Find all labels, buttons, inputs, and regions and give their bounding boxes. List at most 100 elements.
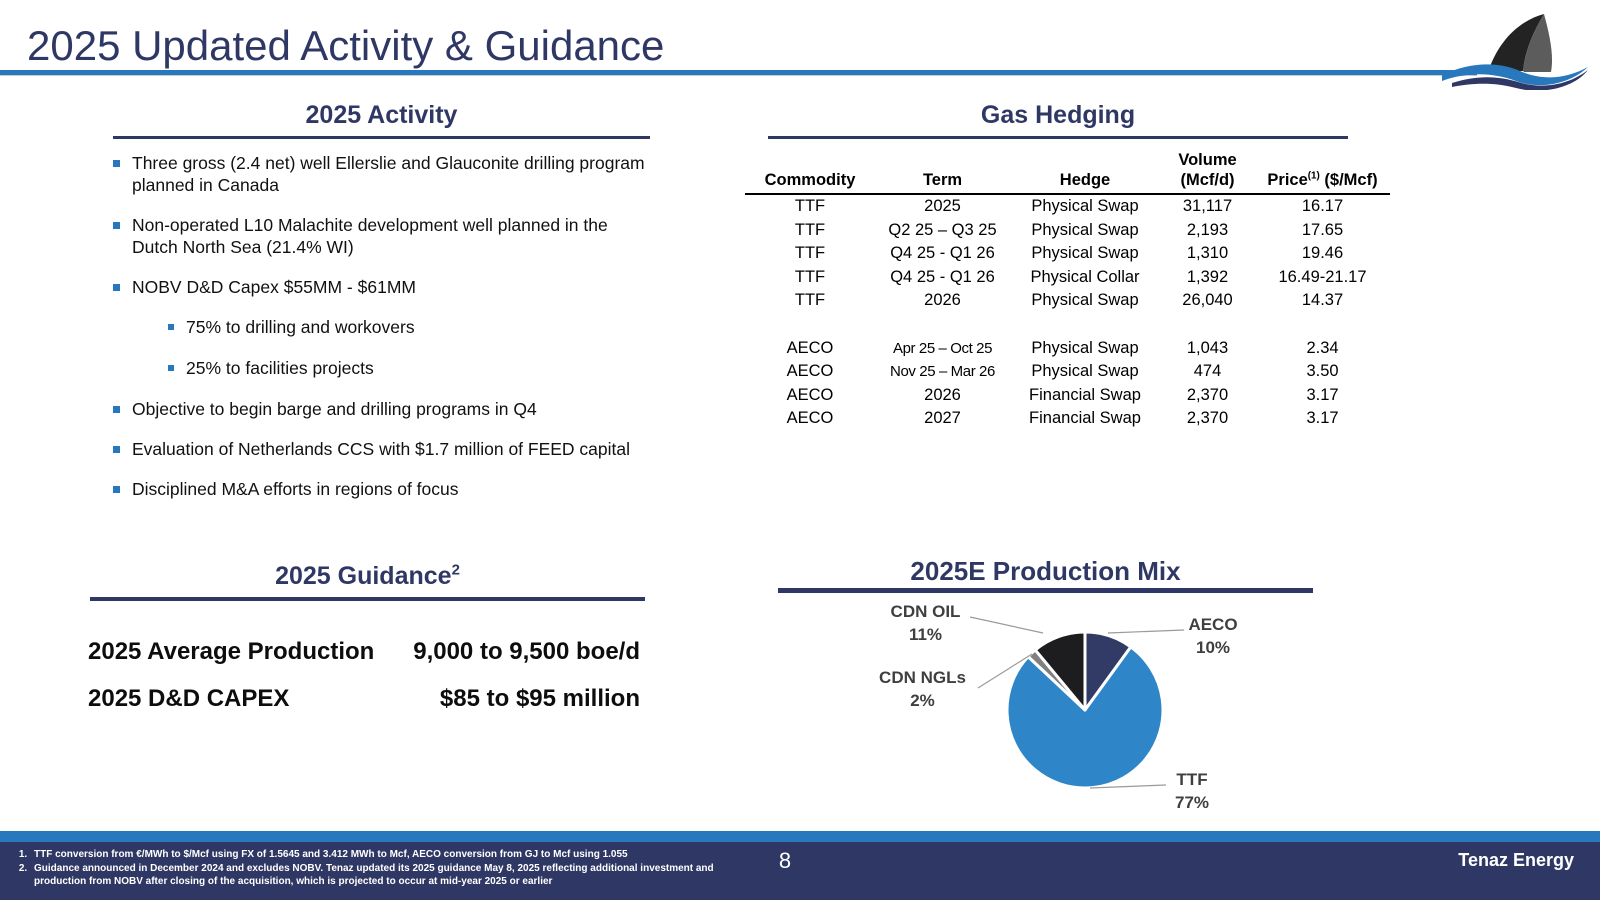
- guidance-rows: 2025 Average Production 9,000 to 9,500 b…: [88, 638, 640, 732]
- leader-line-aeco: [1107, 629, 1185, 634]
- cell-term: 2026: [924, 291, 961, 309]
- footnote-item: Guidance announced in December 2024 and …: [30, 862, 740, 888]
- price-header-unit: ($/Mcf): [1319, 171, 1378, 189]
- pie-label-cdn-oil: CDN OIL 11%: [863, 600, 988, 646]
- cell-hedge: Financial Swap: [1029, 409, 1141, 427]
- bullet-item: Evaluation of Netherlands CCS with $1.7 …: [113, 438, 653, 460]
- pie-label-ttf: TTF 77%: [1155, 768, 1229, 814]
- gas-hedging-table: Commodity Term Hedge Volume (Mcf/d) Price…: [745, 150, 1390, 431]
- cell-commodity: TTF: [794, 291, 826, 309]
- pie-label-percent: 11%: [908, 625, 943, 644]
- leader-line-cdn-oil: [969, 616, 1044, 634]
- cell-volume: 2,370: [1186, 385, 1229, 404]
- cell-commodity: TTF: [794, 244, 826, 262]
- cell-price: 17.65: [1301, 220, 1344, 239]
- cell-volume: 1,310: [1186, 244, 1229, 262]
- bullet-square-icon: [168, 365, 174, 371]
- bullet-item: Non-operated L10 Malachite development w…: [113, 214, 653, 258]
- col-header-commodity: Commodity: [745, 150, 875, 195]
- cell-volume: 474: [1193, 362, 1222, 380]
- page-number: 8: [778, 848, 792, 873]
- cell-hedge: Physical Swap: [1031, 197, 1139, 215]
- bullet-text: Disciplined M&A efforts in regions of fo…: [132, 479, 459, 499]
- guidance-label: 2025 Average Production: [88, 638, 375, 665]
- bullet-text: 75% to drilling and workovers: [186, 317, 415, 337]
- cell-term: 2027: [924, 409, 961, 427]
- cell-hedge: Physical Collar: [1030, 267, 1140, 286]
- pie-label-name: CDN NGLs: [879, 668, 966, 687]
- guidance-heading-text: 2025 Guidance: [275, 562, 452, 590]
- cell-term: 2025: [924, 197, 961, 215]
- table-row: TTF 2025 Physical Swap 31,117 16.17: [745, 194, 1390, 219]
- table-header-row: Commodity Term Hedge Volume (Mcf/d) Price…: [745, 150, 1390, 195]
- shark-fin-logo-icon: [1442, 14, 1588, 90]
- title-divider: [0, 70, 1477, 76]
- pie-label-name: AECO: [1188, 615, 1238, 634]
- pie-label-name: CDN OIL: [890, 602, 961, 621]
- bullet-square-icon: [168, 324, 174, 330]
- cell-price: 16.49-21.17: [1278, 267, 1367, 286]
- bullet-text: NOBV D&D Capex $55MM - $61MM: [132, 277, 416, 297]
- bullet-square-icon: [113, 284, 120, 291]
- col-header-hedge: Hedge: [1010, 150, 1160, 195]
- pie-label-percent: 77%: [1174, 793, 1210, 812]
- cell-volume: 2,370: [1186, 409, 1229, 427]
- pie-slices: [1005, 630, 1165, 790]
- bullet-item: Disciplined M&A efforts in regions of fo…: [113, 478, 653, 500]
- cell-commodity: AECO: [786, 362, 834, 380]
- cell-hedge: Physical Swap: [1031, 362, 1139, 380]
- footnote-list: TTF conversion from €/MWh to $/Mcf using…: [12, 848, 740, 888]
- pie-label-name: TTF: [1176, 770, 1208, 789]
- cell-term: 2026: [924, 385, 961, 404]
- cell-price: 3.50: [1306, 362, 1339, 380]
- leader-line-cdn-ngls: [977, 653, 1033, 689]
- cell-hedge: Physical Swap: [1031, 291, 1139, 309]
- bullet-text: Objective to begin barge and drilling pr…: [132, 399, 537, 419]
- table-row: TTF Q4 25 - Q1 26 Physical Swap 1,310 19.46: [745, 242, 1390, 266]
- bullet-square-icon: [113, 222, 120, 229]
- cell-volume: 31,117: [1182, 197, 1233, 215]
- production-mix-pie-chart: [969, 616, 1185, 790]
- cell-commodity: AECO: [786, 338, 834, 357]
- cell-volume: 1,043: [1186, 338, 1229, 357]
- pie-label-cdn-ngls: CDN NGLs 2%: [860, 666, 985, 712]
- cell-commodity: TTF: [794, 220, 826, 239]
- footer: TTF conversion from €/MWh to $/Mcf using…: [0, 842, 1600, 900]
- guidance-heading: 2025 Guidance2: [90, 562, 645, 591]
- cell-hedge: Physical Swap: [1031, 338, 1139, 357]
- activity-heading: 2025 Activity: [305, 101, 458, 129]
- volume-header-line2: (Mcf/d): [1180, 171, 1235, 189]
- cell-commodity: TTF: [794, 197, 826, 215]
- leader-line-ttf: [1089, 784, 1167, 789]
- hedging-divider: [768, 136, 1348, 139]
- table-row: AECO 2026 Financial Swap 2,370 3.17: [745, 384, 1390, 408]
- pie-slice-cdn-oil: [1033, 630, 1087, 712]
- table-row: TTF Q2 25 – Q3 25 Physical Swap 2,193 17.65: [745, 219, 1390, 243]
- cell-volume: 26,040: [1182, 291, 1233, 309]
- bullet-text: Non-operated L10 Malachite development w…: [132, 215, 608, 257]
- activity-divider: [113, 136, 650, 139]
- pie-label-percent: 2%: [910, 691, 935, 710]
- footer-accent-strip: [0, 831, 1600, 842]
- cell-commodity: AECO: [786, 409, 834, 427]
- col-header-volume: Volume (Mcf/d): [1160, 150, 1255, 195]
- bullet-text: Three gross (2.4 net) well Ellerslie and…: [132, 153, 645, 195]
- bullet-text: Evaluation of Netherlands CCS with $1.7 …: [132, 439, 631, 459]
- guidance-label: 2025 D&D CAPEX: [88, 685, 290, 712]
- cell-volume: 1,392: [1186, 267, 1229, 286]
- brand-name: Tenaz Energy: [1458, 850, 1574, 870]
- bullet-text: 25% to facilities projects: [186, 358, 374, 378]
- bullet-square-icon: [113, 446, 120, 453]
- table-row: AECO Apr 25 – Oct 25 Physical Swap 1,043 2.3…: [745, 337, 1390, 361]
- cell-term: Q4 25 - Q1 26: [890, 267, 995, 286]
- hedging-heading: Gas Hedging: [980, 101, 1136, 129]
- production-mix-heading: 2025E Production Mix: [910, 556, 1181, 586]
- bullet-square-icon: [113, 160, 120, 167]
- cell-price: 16.17: [1301, 197, 1344, 215]
- cell-commodity: AECO: [786, 385, 834, 404]
- footnote-item: TTF conversion from €/MWh to $/Mcf using…: [30, 848, 740, 861]
- guidance-value: 9,000 to 9,500 boe/d: [413, 638, 640, 665]
- col-header-price: Price(1) ($/Mcf): [1255, 150, 1390, 195]
- volume-header-line1: Volume: [1178, 151, 1237, 169]
- cell-hedge: Financial Swap: [1029, 385, 1141, 404]
